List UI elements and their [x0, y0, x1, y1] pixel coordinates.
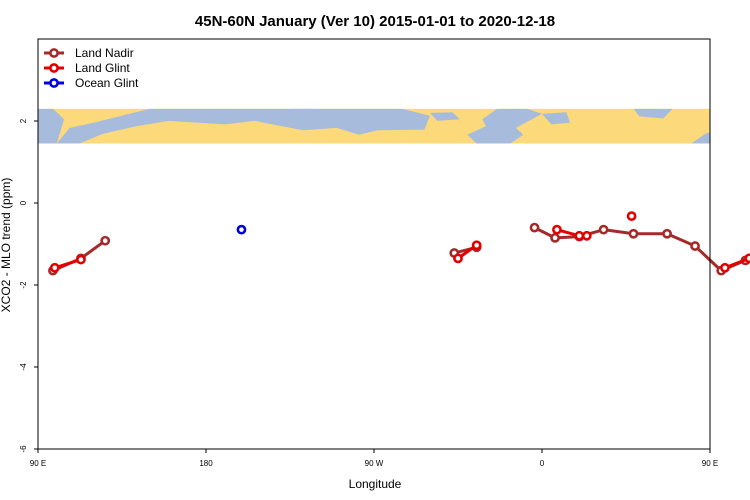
legend-marker	[49, 78, 59, 88]
x-tick-label: 90 W	[365, 459, 384, 468]
legend-entry: Land Nadir	[75, 46, 134, 60]
data-point	[100, 235, 111, 246]
series-ocean-glint	[236, 224, 247, 235]
legend-entry: Land Glint	[75, 61, 130, 75]
y-tick-label: -4	[19, 363, 28, 371]
ocean-pacific	[56, 108, 430, 144]
y-axis: -6 -4 -2 0 2	[19, 118, 38, 453]
data-point	[598, 224, 609, 235]
legend-marker	[49, 48, 59, 58]
y-axis-label: XCO2 - MLO trend (ppm)	[0, 178, 13, 313]
x-tick-label: 180	[199, 459, 213, 468]
ocean-hudson	[430, 112, 460, 121]
ocean-west-edge	[38, 108, 65, 144]
data-point	[581, 230, 592, 241]
chart-title: 45N-60N January (Ver 10) 2015-01-01 to 2…	[195, 13, 555, 30]
data-point	[529, 222, 540, 233]
y-tick-label: -2	[19, 281, 28, 289]
data-point	[550, 232, 560, 243]
data-point	[662, 228, 672, 239]
series-layer	[48, 211, 750, 276]
data-point	[744, 253, 750, 264]
series-line	[533, 226, 750, 273]
x-tick-label: 0	[540, 459, 545, 468]
data-point	[49, 262, 60, 273]
data-point	[626, 211, 637, 222]
plot-frame	[37, 38, 711, 450]
data-point	[690, 241, 700, 251]
x-axis-label: Longitude	[349, 477, 402, 491]
data-point	[552, 224, 562, 235]
y-tick-label: 0	[19, 200, 28, 205]
x-tick-label: 90 E	[30, 459, 46, 468]
y-tick-label: 2	[19, 118, 28, 123]
data-point	[574, 230, 585, 241]
ocean-indian	[691, 132, 710, 144]
x-axis: 90 E 180 90 W 0 90 E	[30, 449, 718, 468]
ocean-arctic-west	[291, 108, 318, 121]
y-tick-label: -6	[19, 445, 28, 453]
data-point	[628, 228, 639, 239]
x-tick-label: 90 E	[702, 459, 718, 468]
data-point	[236, 224, 247, 235]
data-point	[453, 253, 463, 264]
data-point	[720, 262, 730, 273]
data-point	[471, 240, 482, 251]
series-land-glint	[49, 211, 750, 273]
legend-entry: Ocean Glint	[75, 76, 139, 90]
data-point	[76, 254, 86, 265]
ocean-west-siberia	[633, 108, 673, 119]
series-land-nadir	[48, 222, 750, 276]
world-map-strip	[38, 108, 710, 144]
ocean-atlantic	[467, 108, 542, 144]
ocean-north-sea	[542, 112, 570, 125]
legend-marker	[49, 63, 59, 73]
